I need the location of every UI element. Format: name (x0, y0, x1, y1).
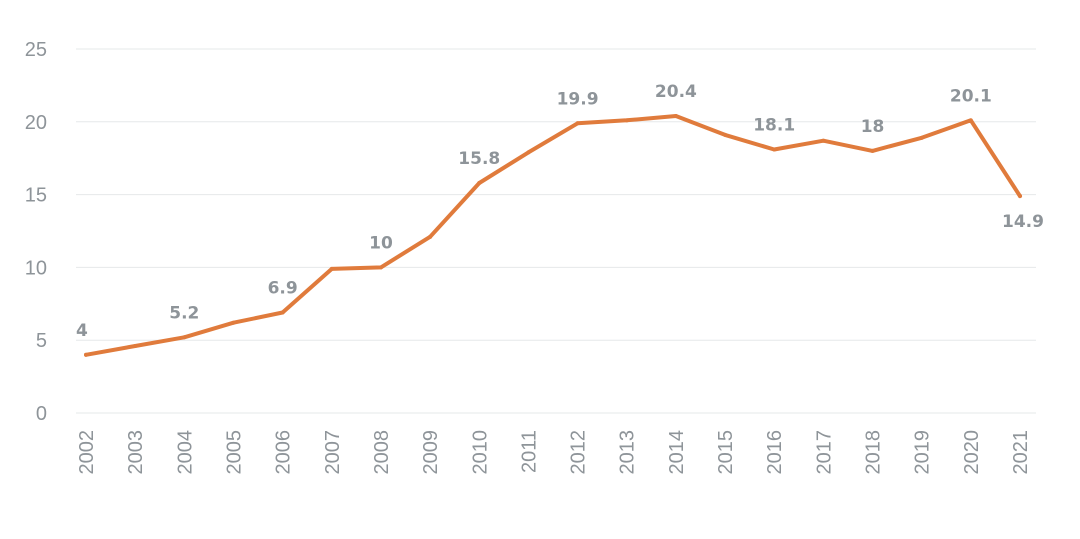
data-point (723, 132, 728, 137)
data-point (968, 118, 973, 123)
data-point (133, 344, 138, 349)
x-tick-label: 2020 (961, 430, 983, 475)
data-point (84, 352, 88, 357)
x-tick-label: 2012 (568, 430, 590, 475)
series-line (84, 114, 1022, 357)
y-tick-label: 0 (36, 403, 47, 425)
x-tick-label: 2019 (912, 430, 934, 475)
data-point (919, 135, 924, 140)
data-label: 4 (76, 321, 88, 341)
x-tick-label: 2016 (764, 430, 786, 475)
data-point (772, 147, 777, 152)
y-axis-ticks: 0 5 10 15 20 25 (25, 39, 47, 425)
x-tick-label: 2017 (813, 430, 835, 475)
data-point (624, 118, 629, 123)
y-tick-label: 10 (25, 257, 47, 279)
data-point (575, 121, 580, 126)
data-label: 18.1 (753, 115, 795, 135)
data-point (1018, 194, 1022, 199)
x-tick-label: 2013 (617, 430, 639, 475)
data-point (477, 180, 482, 185)
data-label: 19.9 (557, 89, 599, 109)
x-tick-label: 2018 (863, 430, 885, 475)
x-tick-label: 2010 (469, 430, 491, 475)
x-tick-label: 2021 (1010, 430, 1032, 475)
data-point (378, 265, 383, 270)
data-point (280, 310, 285, 315)
series-layer (84, 113, 1022, 357)
x-tick-label: 2005 (223, 430, 245, 475)
data-point (428, 234, 433, 239)
x-tick-label: 2007 (322, 430, 344, 475)
x-axis-ticks: 2002 2003 2004 2005 2006 2007 2008 2009 2010 2011… (76, 430, 1032, 475)
x-tick-label: 2002 (76, 430, 98, 475)
data-point (231, 320, 236, 325)
data-point (182, 335, 187, 340)
data-label: 10 (369, 233, 393, 253)
y-tick-label: 15 (25, 185, 47, 207)
data-label: 5.2 (169, 303, 199, 323)
y-tick-label: 5 (36, 330, 47, 352)
x-tick-label: 2004 (174, 430, 196, 475)
x-tick-label: 2011 (518, 430, 540, 473)
data-point (526, 150, 531, 155)
x-tick-label: 2009 (420, 430, 442, 475)
y-tick-label: 25 (25, 39, 47, 61)
data-label: 18 (861, 117, 885, 137)
data-point (673, 113, 678, 118)
data-label: 15.8 (458, 149, 500, 169)
data-point (329, 266, 334, 271)
data-point (870, 148, 875, 153)
x-tick-label: 2008 (371, 430, 393, 475)
data-point (821, 138, 826, 143)
y-tick-label: 20 (25, 112, 47, 134)
data-label: 20.4 (655, 82, 697, 102)
x-tick-label: 2014 (666, 430, 688, 475)
data-label: 6.9 (268, 279, 298, 299)
data-label: 20.1 (950, 86, 992, 106)
x-tick-label: 2003 (125, 430, 147, 475)
data-labels: 4 5.2 6.9 10 15.8 19.9 20.4 18.1 18 20.1 14.9 (76, 82, 1044, 341)
data-label: 14.9 (1002, 212, 1044, 232)
x-tick-label: 2006 (273, 430, 295, 475)
x-tick-label: 2015 (715, 430, 737, 475)
gridlines (76, 48, 1036, 414)
